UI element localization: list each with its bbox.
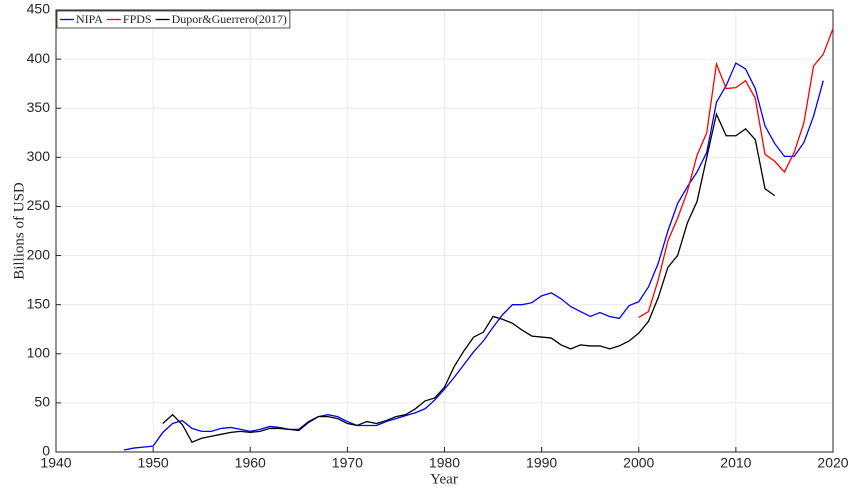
y-tick-label: 350 <box>27 99 51 115</box>
series-line <box>638 28 834 318</box>
x-tick-label: 1960 <box>235 455 266 471</box>
y-tick-label: 400 <box>27 50 51 66</box>
x-tick-label: 1970 <box>332 455 363 471</box>
x-tick-label: 2020 <box>817 455 848 471</box>
y-tick-label: 0 <box>42 443 50 459</box>
legend: NIPA FPDS Dupor&Guerrero(2017) <box>56 10 291 29</box>
legend-label: FPDS <box>123 12 152 26</box>
legend-label: Dupor&Guerrero(2017) <box>172 12 287 26</box>
x-tick-label: 1940 <box>40 455 71 471</box>
legend-box <box>56 10 291 29</box>
plot-frame <box>55 9 834 453</box>
x-tick-label: 1950 <box>138 455 169 471</box>
y-axis-label: Billions of USD <box>11 182 27 280</box>
y-tick-label: 300 <box>27 148 51 164</box>
x-tick-label: 2010 <box>720 455 751 471</box>
y-tick-label: 450 <box>27 1 51 17</box>
series-line <box>162 112 776 443</box>
y-tick-label: 100 <box>27 344 51 360</box>
x-axis-label: Year <box>430 471 458 487</box>
legend-label: NIPA <box>76 12 103 26</box>
x-tick-label: 1990 <box>526 455 557 471</box>
x-tick-label: 2000 <box>623 455 654 471</box>
series-line <box>123 62 824 451</box>
y-tick-label: 250 <box>27 197 51 213</box>
y-tick-label: 200 <box>27 246 51 262</box>
y-tick-label: 150 <box>27 295 51 311</box>
y-tick-label: 50 <box>34 394 50 410</box>
x-tick-label: 1980 <box>429 455 460 471</box>
